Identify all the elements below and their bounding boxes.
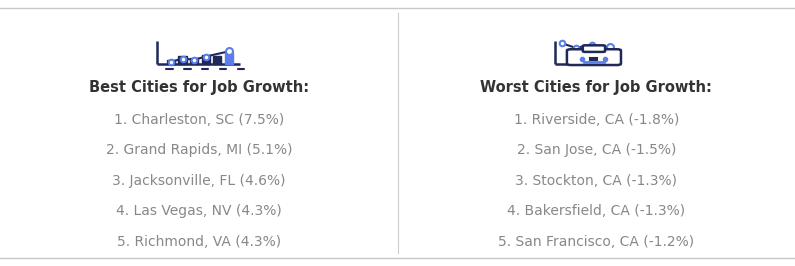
Text: 5. San Francisco, CA (-1.2%): 5. San Francisco, CA (-1.2%) [498,235,694,249]
Text: 4. Las Vegas, NV (4.3%): 4. Las Vegas, NV (4.3%) [116,205,281,218]
Bar [224,53,233,64]
Text: 3. Stockton, CA (-1.3%): 3. Stockton, CA (-1.3%) [515,174,677,188]
Text: 1. Riverside, CA (-1.8%): 1. Riverside, CA (-1.8%) [514,113,679,127]
Bar [167,60,175,64]
FancyBboxPatch shape [583,45,605,52]
Bar [591,57,597,60]
Text: 4. Bakersfield, CA (-1.3%): 4. Bakersfield, CA (-1.3%) [507,205,685,218]
Bar [213,56,221,64]
Text: 3. Jacksonville, FL (4.6%): 3. Jacksonville, FL (4.6%) [112,174,285,188]
Text: 2. Grand Rapids, MI (5.1%): 2. Grand Rapids, MI (5.1%) [106,143,292,157]
Text: 1. Charleston, SC (7.5%): 1. Charleston, SC (7.5%) [114,113,284,127]
Bar [201,55,210,64]
Text: Best Cities for Job Growth:: Best Cities for Job Growth: [89,80,308,95]
Bar [190,57,198,64]
Text: Worst Cities for Job Growth:: Worst Cities for Job Growth: [480,80,712,95]
FancyBboxPatch shape [567,49,621,65]
Bar [178,56,187,64]
Text: 2. San Jose, CA (-1.5%): 2. San Jose, CA (-1.5%) [517,143,676,157]
Text: 5. Richmond, VA (4.3%): 5. Richmond, VA (4.3%) [117,235,281,249]
